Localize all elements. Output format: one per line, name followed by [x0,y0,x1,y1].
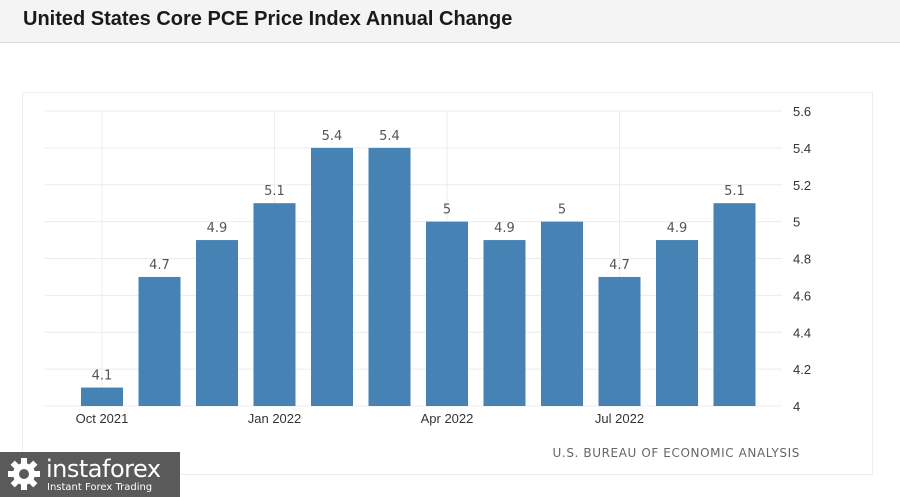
bar-value-label: 5.4 [379,129,400,144]
logo-name: instaforex [46,455,161,483]
bar-value-label: 5.1 [724,184,745,199]
bar-value-label: 4.9 [667,221,688,236]
instaforex-logo: instaforex Instant Forex Trading [0,452,180,497]
x-tick-label: Oct 2021 [76,411,129,426]
y-tick-label: 5.6 [793,104,811,119]
title-bar: United States Core PCE Price Index Annua… [0,0,900,43]
bar-value-label: 5.4 [322,129,343,144]
y-tick-label: 5.4 [793,141,811,156]
bar [426,221,468,406]
bar [656,240,698,406]
bar [598,276,641,406]
bar-value-label: 4.7 [609,258,630,273]
y-tick-label: 4.2 [793,362,811,377]
bars [81,147,756,406]
y-tick-label: 4 [793,399,800,414]
bar [541,221,583,406]
bar-value-label: 4.7 [149,258,170,273]
bar [196,240,238,406]
bar [368,147,411,406]
y-tick-label: 4.6 [793,288,811,303]
bar [138,276,181,406]
y-tick-label: 4.4 [793,325,811,340]
bar-value-label: 4.9 [494,221,515,236]
data-labels: 4.1 4.7 4.9 5.1 5.4 5.4 5 4.9 5 4.7 4.9 5.1 [92,129,745,384]
gear-logo-icon [8,458,40,490]
y-tick-label: 4.8 [793,252,811,267]
bar-value-label: 5 [558,203,566,218]
bar-value-label: 5.1 [264,184,285,199]
chart-source: U.S. BUREAU OF ECONOMIC ANALYSIS [552,446,800,460]
bar-value-label: 5 [443,203,451,218]
bar-value-label: 4.9 [207,221,228,236]
bar [253,203,296,406]
bar [483,240,526,406]
x-axis-ticks: Oct 2021 Jan 2022 Apr 2022 Jul 2022 [76,411,644,426]
chart-title: United States Core PCE Price Index Annua… [23,8,513,30]
y-tick-label: 5.2 [793,178,811,193]
x-tick-label: Jul 2022 [595,411,644,426]
x-tick-label: Jan 2022 [248,411,302,426]
bar [311,147,353,406]
logo-tagline: Instant Forex Trading [47,482,153,493]
bar [713,203,756,406]
bar [81,387,123,406]
x-tick-label: Apr 2022 [421,411,474,426]
bar-value-label: 4.1 [92,369,113,384]
y-tick-label: 5 [793,215,800,230]
y-axis-ticks: 4 4.2 4.4 4.6 4.8 5 5.2 5.4 5.6 [793,104,811,414]
